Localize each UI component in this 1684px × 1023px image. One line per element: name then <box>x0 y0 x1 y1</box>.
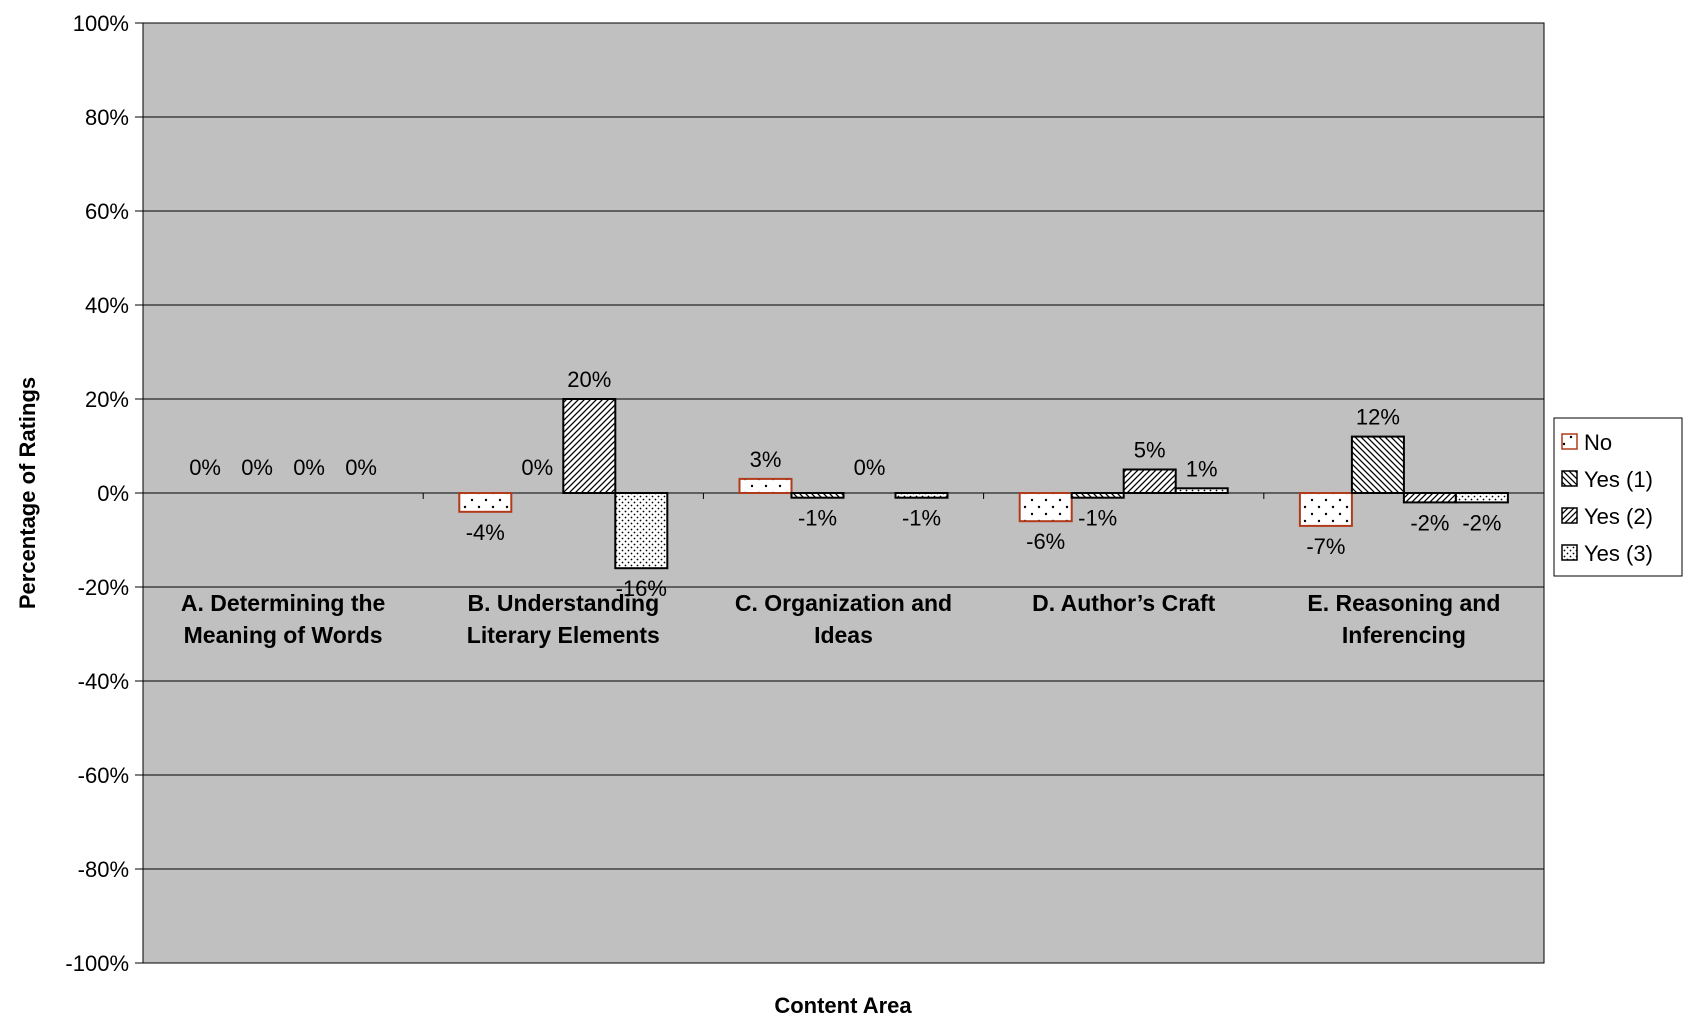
data-label: 20% <box>567 367 611 392</box>
legend-label: No <box>1584 430 1612 455</box>
y-tick-label: 0% <box>97 481 129 506</box>
category-label: Literary Elements <box>467 622 660 648</box>
legend: No Yes (1) Yes (2) Yes (3) <box>1553 417 1683 577</box>
bar <box>1122 468 1177 494</box>
y-tick-label: 60% <box>85 199 129 224</box>
data-label: -1% <box>902 506 941 531</box>
bar <box>738 477 793 494</box>
bar <box>1298 492 1353 527</box>
category-label: C. Organization and <box>735 590 952 616</box>
data-label: 3% <box>750 447 782 472</box>
category-labels: A. Determining the Meaning of Words B. Und… <box>181 590 1501 648</box>
data-label: -16% <box>616 576 667 601</box>
y-tick-label: 100% <box>73 11 129 36</box>
y-axis-ticks: 100% 80% 60% 40% 20% 0% -20% -40% -60% -80% -100% <box>65 11 143 976</box>
y-tick-label: -80% <box>78 857 129 882</box>
data-label: -4% <box>466 520 505 545</box>
bar <box>1402 492 1457 504</box>
data-label: -1% <box>1078 506 1117 531</box>
bar <box>1350 435 1405 495</box>
data-label: 5% <box>1134 438 1166 463</box>
y-axis-title: Percentage of Ratings <box>15 377 40 609</box>
data-label: 0% <box>293 455 325 480</box>
bar <box>1454 492 1509 504</box>
data-labels: 0% 0% 0% 0% -4% 0% 20% -16% 3% -1% 0% -1% -6% -1% 5% 1%… <box>189 367 1501 601</box>
bar <box>894 492 949 499</box>
category-label: Ideas <box>814 622 873 648</box>
legend-swatch <box>1561 433 1578 450</box>
y-tick-label: -60% <box>78 763 129 788</box>
bar <box>458 492 513 513</box>
data-label: -2% <box>1410 510 1449 535</box>
y-tick-label: -100% <box>65 951 129 976</box>
category-label: Meaning of Words <box>184 622 383 648</box>
data-label: -1% <box>798 506 837 531</box>
category-label: B. Understanding <box>467 590 659 616</box>
bar <box>1070 492 1125 499</box>
category-label: D. Author’s Craft <box>1032 590 1215 616</box>
legend-swatch <box>1561 544 1578 561</box>
legend-label: Yes (3) <box>1584 541 1653 566</box>
legend-swatch <box>1561 470 1578 487</box>
bar <box>562 398 617 494</box>
category-label: Inferencing <box>1342 622 1466 648</box>
legend-swatch <box>1561 507 1578 524</box>
data-label: -6% <box>1026 529 1065 554</box>
y-tick-label: 80% <box>85 105 129 130</box>
data-label: 0% <box>854 455 886 480</box>
data-label: -7% <box>1306 534 1345 559</box>
category-label: A. Determining the <box>181 590 385 616</box>
y-tick-label: -40% <box>78 669 129 694</box>
y-tick-label: 20% <box>85 387 129 412</box>
bar <box>1018 492 1073 523</box>
bar <box>1174 487 1229 494</box>
data-label: 0% <box>241 455 273 480</box>
y-tick-label: -20% <box>78 575 129 600</box>
bar <box>790 492 845 499</box>
data-label: 0% <box>521 455 553 480</box>
data-label: 0% <box>189 455 221 480</box>
x-axis-title: Content Area <box>774 993 912 1018</box>
category-label: E. Reasoning and <box>1307 590 1500 616</box>
data-label: -2% <box>1462 510 1501 535</box>
bars <box>458 398 1509 570</box>
data-label: 12% <box>1356 405 1400 430</box>
bar <box>614 492 669 570</box>
data-label: 1% <box>1186 456 1218 481</box>
data-label: 0% <box>345 455 377 480</box>
legend-label: Yes (1) <box>1584 467 1653 492</box>
y-tick-label: 40% <box>85 293 129 318</box>
legend-label: Yes (2) <box>1584 504 1653 529</box>
